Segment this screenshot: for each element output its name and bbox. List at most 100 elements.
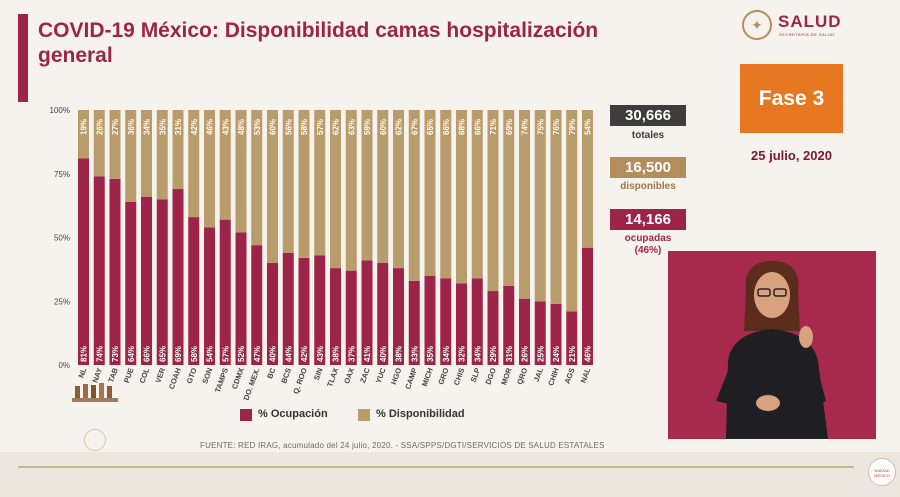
data-label-disponibilidad: 53% — [253, 119, 262, 135]
data-label-ocupacion: 40% — [379, 346, 388, 362]
bar-disponibilidad — [93, 110, 105, 177]
y-tick-label: 50% — [54, 234, 70, 243]
legend-label-ocupacion: % Ocupación — [258, 408, 328, 420]
bar-ocupacion — [393, 268, 404, 365]
disponibles-label: disponibles — [620, 181, 676, 192]
corner-badge-text: UNIDAD MÉXICO — [874, 468, 890, 478]
data-label-disponibilidad: 60% — [269, 119, 278, 135]
bar-ocupacion — [125, 201, 137, 365]
bar-ocupacion — [330, 268, 341, 365]
bar-ocupacion — [582, 247, 593, 365]
x-tick-label: NL — [77, 366, 89, 379]
bar-disponibilidad — [267, 110, 278, 263]
bar-disponibilidad — [330, 110, 341, 269]
data-label-disponibilidad: 63% — [347, 119, 356, 135]
data-label-disponibilidad: 75% — [536, 119, 545, 135]
x-tick-label: GTO — [185, 366, 199, 384]
bar-disponibilidad — [125, 110, 137, 202]
data-label-ocupacion: 66% — [143, 346, 152, 362]
x-tick-label: Q. ROO — [291, 366, 309, 395]
x-tick-label: SIN — [312, 367, 325, 382]
x-tick-label: MOR — [499, 366, 514, 386]
occupancy-stacked-bar-chart: 0%25%50%75%100%81%19%NL74%26%NAY73%27%TA… — [50, 106, 593, 400]
data-label-ocupacion: 41% — [363, 346, 372, 362]
bar-ocupacion — [456, 283, 467, 365]
bar-ocupacion — [109, 178, 121, 365]
x-tick-label: HGO — [389, 366, 403, 385]
bar-disponibilidad — [188, 110, 200, 218]
bar-ocupacion — [440, 278, 452, 365]
x-tick-label: GRO — [436, 366, 450, 385]
x-tick-label: CDMX — [230, 367, 246, 391]
bar-ocupacion — [377, 263, 389, 365]
data-label-ocupacion: 65% — [158, 346, 167, 362]
x-tick-label: AGS — [563, 367, 577, 385]
bar-disponibilidad — [78, 110, 89, 159]
data-label-disponibilidad: 34% — [143, 119, 152, 135]
data-label-disponibilidad: 74% — [521, 119, 530, 135]
data-label-ocupacion: 74% — [95, 346, 104, 362]
bar-ocupacion — [219, 219, 231, 365]
ocupadas-value: 14,166 — [610, 209, 686, 230]
bar-disponibilidad — [282, 110, 294, 253]
bar-disponibilidad — [156, 110, 168, 200]
bar-disponibilidad — [141, 110, 152, 197]
data-label-disponibilidad: 35% — [158, 119, 167, 135]
bar-ocupacion — [314, 255, 326, 365]
page-title: COVID-19 México: Disponibilidad camas ho… — [38, 19, 599, 67]
data-label-ocupacion: 52% — [237, 346, 246, 362]
data-label-disponibilidad: 66% — [442, 119, 451, 135]
bar-disponibilidad — [361, 110, 373, 261]
bar-disponibilidad — [582, 110, 593, 248]
x-tick-label: BCS — [279, 367, 293, 385]
data-label-disponibilidad: 56% — [284, 119, 293, 135]
data-label-ocupacion: 44% — [284, 346, 293, 362]
data-label-ocupacion: 40% — [269, 346, 278, 362]
bar-disponibilidad — [566, 110, 578, 312]
x-tick-label: OAX — [342, 367, 356, 385]
x-tick-label: NAL — [579, 366, 593, 384]
bar-disponibilidad — [487, 110, 499, 292]
data-label-disponibilidad: 46% — [206, 119, 215, 135]
sign-language-interpreter-video — [668, 251, 876, 439]
footer-band — [0, 452, 900, 497]
data-label-ocupacion: 54% — [206, 346, 215, 362]
data-label-ocupacion: 25% — [536, 346, 545, 362]
decorative-heroes-figures — [72, 380, 118, 402]
data-label-ocupacion: 58% — [190, 346, 199, 362]
bar-ocupacion — [251, 245, 263, 365]
bar-ocupacion — [267, 263, 278, 365]
totales-value: 30,666 — [610, 105, 686, 126]
data-label-disponibilidad: 60% — [379, 119, 388, 135]
bar-ocupacion — [204, 227, 215, 365]
y-tick-label: 100% — [50, 106, 70, 115]
data-label-ocupacion: 57% — [221, 346, 230, 362]
data-label-ocupacion: 35% — [426, 346, 435, 362]
data-label-ocupacion: 24% — [552, 346, 561, 362]
y-tick-label: 25% — [54, 297, 70, 306]
x-tick-label: COL — [138, 366, 152, 384]
bar-disponibilidad — [519, 110, 530, 299]
bar-ocupacion — [550, 303, 562, 365]
data-label-disponibilidad: 69% — [505, 119, 514, 135]
data-label-disponibilidad: 54% — [584, 119, 593, 135]
data-label-ocupacion: 26% — [521, 346, 530, 362]
data-label-ocupacion: 29% — [489, 346, 498, 362]
data-label-ocupacion: 64% — [127, 346, 136, 362]
data-label-ocupacion: 69% — [174, 346, 183, 362]
logo-text: SALUD — [778, 12, 842, 31]
data-label-ocupacion: 73% — [111, 346, 120, 362]
bar-ocupacion — [566, 311, 578, 365]
data-label-ocupacion: 34% — [442, 346, 451, 362]
totales-label: totales — [631, 130, 665, 141]
report-date: 25 julio, 2020 — [751, 148, 832, 163]
bar-ocupacion — [424, 275, 436, 365]
bar-disponibilidad — [408, 110, 420, 281]
x-tick-label: QRO — [515, 366, 529, 385]
x-tick-label: DGO — [484, 366, 498, 385]
bar-disponibilidad — [172, 110, 184, 190]
data-label-ocupacion: 31% — [505, 346, 514, 362]
data-label-disponibilidad: 66% — [473, 119, 482, 135]
bar-ocupacion — [519, 298, 530, 365]
data-label-disponibilidad: 62% — [332, 119, 341, 135]
